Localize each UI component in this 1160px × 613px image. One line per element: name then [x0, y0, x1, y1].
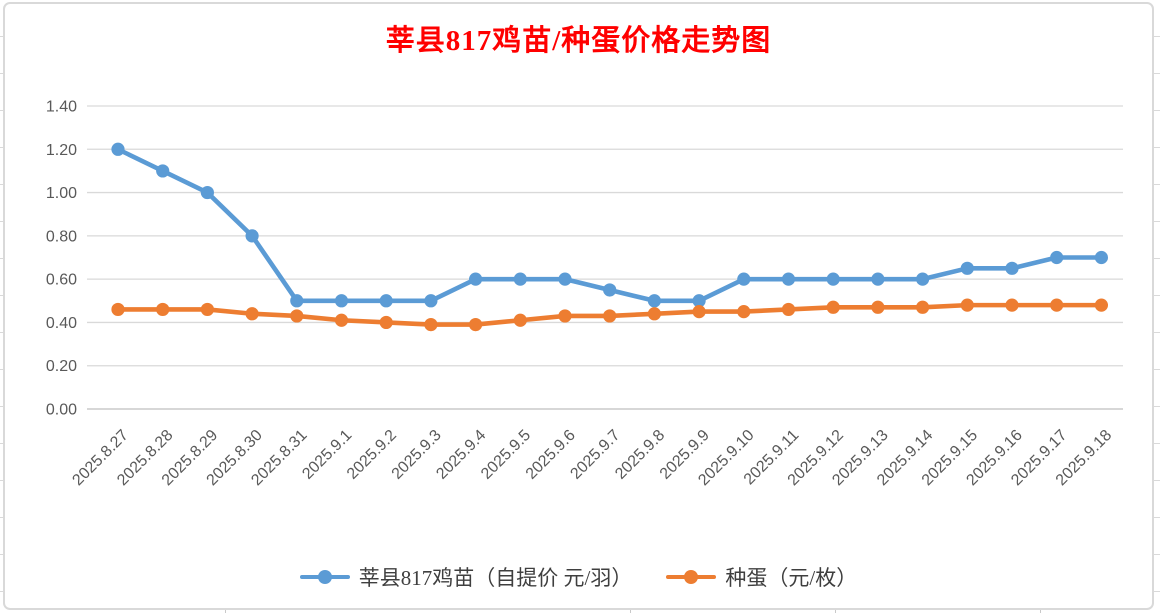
data-point [692, 305, 706, 319]
data-point [290, 309, 304, 323]
data-point [111, 302, 125, 317]
spreadsheet-column-line [1040, 608, 1041, 613]
data-point [603, 309, 617, 323]
data-point [200, 185, 214, 200]
data-point [1050, 298, 1064, 312]
data-point [1094, 298, 1108, 312]
y-tick-label: 1.20 [46, 142, 77, 159]
data-point [469, 317, 483, 332]
data-point [245, 229, 259, 243]
data-point [245, 307, 259, 321]
series-line-0 [115, 146, 1104, 304]
data-point [960, 298, 974, 312]
data-point [1094, 250, 1108, 265]
legend-item-breeding-egg: 种蛋（元/枚） [666, 562, 857, 592]
data-point [781, 272, 796, 286]
data-point [826, 272, 840, 286]
data-point [334, 313, 349, 327]
data-point [737, 305, 751, 319]
data-point [781, 302, 796, 317]
data-point [334, 294, 349, 308]
data-point [603, 283, 617, 297]
data-point [1005, 298, 1019, 312]
data-point [290, 294, 304, 308]
spreadsheet-row-lines-left [0, 0, 4, 613]
legend: 莘县817鸡苗（自提价 元/羽） 种蛋（元/枚） [5, 562, 1152, 592]
data-point [424, 317, 438, 332]
legend-item-chicken-seedling: 莘县817鸡苗（自提价 元/羽） [299, 562, 633, 592]
data-point [692, 294, 706, 308]
data-point [156, 302, 170, 317]
y-tick-label: 0.20 [46, 358, 77, 375]
spreadsheet-row-lines-right [1152, 0, 1160, 613]
data-point [871, 300, 885, 314]
data-point [826, 300, 840, 314]
data-point [379, 294, 393, 308]
spreadsheet-bottom-strip [0, 608, 1160, 613]
data-point [558, 309, 572, 323]
spreadsheet-column-line [630, 608, 631, 613]
legend-label: 种蛋（元/枚） [725, 566, 858, 590]
data-point [558, 272, 572, 286]
data-point [379, 315, 393, 330]
y-tick-label: 0.00 [46, 402, 77, 419]
data-point [737, 272, 751, 286]
data-point [871, 272, 885, 286]
data-point [111, 142, 125, 156]
data-point [916, 272, 930, 286]
data-point [469, 272, 483, 286]
y-tick-label: 1.00 [46, 185, 77, 202]
data-point [1005, 261, 1019, 275]
y-tick-label: 0.80 [46, 228, 77, 245]
data-point [200, 302, 214, 317]
data-point [647, 307, 662, 321]
y-tick-label: 1.40 [46, 99, 77, 116]
spreadsheet-column-line [835, 608, 836, 613]
chart-area[interactable]: 莘县817鸡苗/种蛋价格走势图 0.00 0.20 0.40 0.60 0.80 1.00… [3, 2, 1154, 610]
price-trend-plot: 0.000.200.400.600.801.001.201.402025.8.2… [46, 99, 1123, 489]
data-point [1050, 250, 1064, 265]
legend-label: 莘县817鸡苗（自提价 元/羽） [358, 566, 633, 590]
spreadsheet-column-line [225, 608, 226, 613]
data-point [960, 261, 974, 275]
series2-legend-marker-icon [666, 570, 717, 584]
data-point [513, 272, 527, 286]
series1-legend-marker-icon [299, 570, 350, 584]
data-point [156, 164, 170, 178]
data-point [647, 294, 662, 308]
data-point [916, 300, 930, 314]
data-point [424, 294, 438, 308]
y-tick-label: 0.40 [46, 315, 77, 332]
chart-title: 莘县817鸡苗/种蛋价格走势图 [385, 25, 772, 57]
y-tick-label: 0.60 [46, 272, 77, 289]
data-point [513, 313, 527, 327]
